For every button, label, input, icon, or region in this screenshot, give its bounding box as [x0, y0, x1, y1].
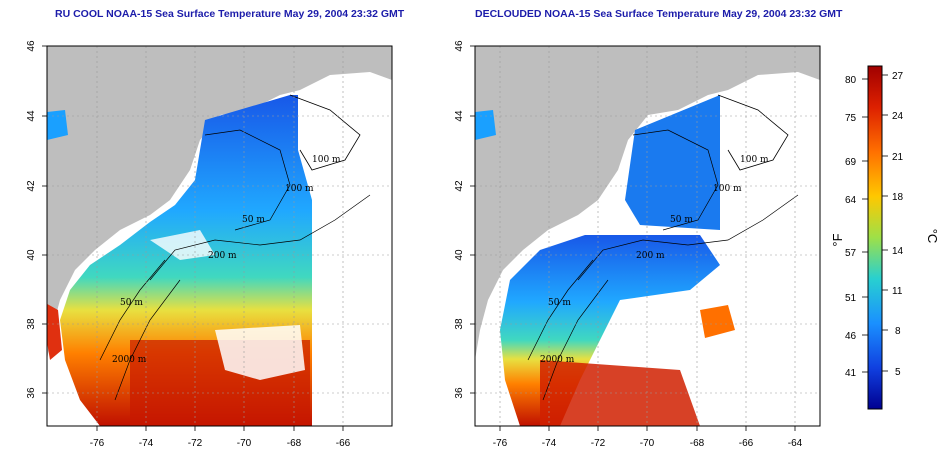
right-lon-tick-7: -64	[788, 438, 803, 449]
right-sst-field-north	[625, 95, 720, 230]
colorbar-c-tick-8: 5	[895, 367, 901, 378]
left-lon-tick-2: -74	[139, 438, 154, 449]
colorbar-c-tick-7: 8	[895, 326, 901, 337]
left-contour-label-3: 50 m	[242, 215, 265, 225]
colorbar-f-tick-4: 64	[845, 195, 857, 206]
left-map-frame	[46, 45, 393, 427]
right-map-frame	[474, 45, 821, 427]
left-sst-map: 100 m 100 m 50 m 200 m 50 m 2000 m	[47, 46, 392, 426]
colorbar-f-tick-3: 69	[845, 157, 857, 168]
left-contour-label-1: 100 m	[312, 155, 341, 165]
right-lat-tick-1: 46	[454, 40, 465, 52]
colorbar-f-tick-2: 75	[845, 113, 857, 124]
left-axis-ticks	[42, 45, 344, 431]
colorbar-c-tick-2: 24	[892, 111, 904, 122]
right-lat-tick-3: 42	[454, 180, 465, 192]
colorbar-c-tick-1: 27	[892, 71, 904, 82]
left-contour-label-2: 100 m	[285, 184, 314, 194]
colorbar-f-tick-7: 46	[845, 331, 857, 342]
right-lon-tick-1: -76	[493, 438, 508, 449]
left-lat-tick-2: 44	[26, 110, 37, 122]
right-lat-tick-6: 36	[454, 387, 465, 399]
left-lat-tick-4: 40	[26, 249, 37, 261]
right-lat-tick-5: 38	[454, 318, 465, 330]
colorbar-c-tick-4: 18	[892, 192, 904, 203]
left-lon-tick-4: -70	[237, 438, 252, 449]
right-lat-tick-4: 40	[454, 249, 465, 261]
colorbar-c-tick-3: 21	[892, 152, 904, 163]
colorbar-fahrenheit-label: °F	[830, 233, 845, 246]
left-contour-label-4: 200 m	[208, 251, 237, 261]
left-lat-tick-5: 38	[26, 318, 37, 330]
colorbar-f-tick-1: 80	[845, 75, 857, 86]
colorbar-f-tick-8: 41	[845, 368, 857, 379]
left-contour-label-6: 2000 m	[112, 355, 147, 365]
colorbar-ticks	[862, 74, 888, 373]
left-cloud-patch	[215, 325, 305, 380]
left-map-title: RU COOL NOAA-15 Sea Surface Temperature …	[55, 8, 405, 20]
left-contour-label-5: 50 m	[120, 298, 143, 308]
left-lon-tick-3: -72	[188, 438, 203, 449]
right-lon-tick-2: -74	[542, 438, 557, 449]
right-lon-tick-5: -68	[690, 438, 705, 449]
left-lat-tick-3: 42	[26, 180, 37, 192]
right-contour-label-6: 2000 m	[540, 355, 575, 365]
right-lon-tick-4: -70	[640, 438, 655, 449]
colorbar-c-tick-5: 14	[892, 246, 904, 257]
colorbar-f-tick-5: 57	[845, 248, 857, 259]
left-lat-tick-6: 36	[26, 387, 37, 399]
right-contour-label-3: 50 m	[670, 215, 693, 225]
colorbar	[867, 65, 883, 410]
right-lon-tick-3: -72	[591, 438, 606, 449]
colorbar-c-tick-6: 11	[892, 286, 903, 297]
right-contour-label-1: 100 m	[740, 155, 769, 165]
right-contour-label-5: 50 m	[548, 298, 571, 308]
right-contour-label-4: 200 m	[636, 251, 665, 261]
left-land-mass	[47, 46, 392, 360]
right-lat-tick-2: 44	[454, 110, 465, 122]
right-map-title: DECLOUDED NOAA-15 Sea Surface Temperatur…	[475, 8, 843, 20]
colorbar-f-tick-6: 51	[845, 293, 857, 304]
colorbar-celsius-label: °C	[925, 229, 940, 244]
left-lon-tick-6: -66	[336, 438, 351, 449]
right-land-mass	[475, 46, 820, 360]
left-lat-tick-1: 46	[26, 40, 37, 52]
right-axis-ticks	[470, 45, 796, 431]
right-contour-label-2: 100 m	[713, 184, 742, 194]
left-lon-tick-1: -76	[90, 438, 105, 449]
right-lon-tick-6: -66	[739, 438, 754, 449]
left-lon-tick-5: -68	[287, 438, 302, 449]
right-sst-map: 100 m 100 m 50 m 200 m 50 m 2000 m	[475, 46, 820, 426]
